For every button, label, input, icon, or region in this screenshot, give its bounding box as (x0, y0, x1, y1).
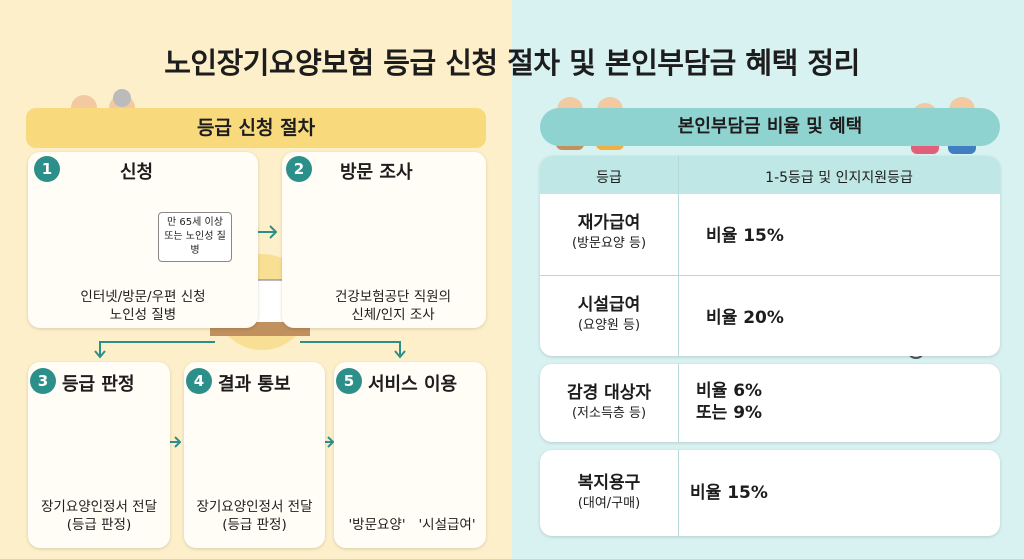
rate-line: 또는 9% (696, 403, 763, 423)
page-title: 노인장기요양보험 등급 신청 절차 및 본인부담금 혜택 정리 (164, 46, 860, 80)
step-number: 2 (286, 156, 312, 182)
benefit-table: 등급 1-5등급 및 인지지원등급 (540, 156, 1000, 356)
column-header: 1-5등급 및 인지지원등급 (765, 170, 913, 186)
row-detail: (저소득층 등) (571, 406, 647, 421)
caption-line: (등급 판정) (222, 517, 287, 533)
step-number: 3 (30, 368, 56, 394)
caption-line: 장기요양인정서 전달 (40, 499, 158, 515)
row-rate: 비율 6% 또는 9% (696, 380, 762, 424)
row-name: 시설급여 (577, 295, 641, 315)
step-card (28, 362, 170, 548)
step-card (334, 362, 486, 548)
caption-line: 신체/인지 조사 (351, 307, 435, 323)
row-detail: (요양원 등) (577, 318, 641, 333)
table-header (540, 156, 1000, 194)
step-number: 5 (336, 368, 362, 394)
step-caption: '방문요양' (348, 517, 406, 533)
benefit-card (540, 364, 1000, 442)
note-line: 만 65세 이상 (167, 217, 223, 228)
row-name: 감경 대상자 (566, 383, 652, 403)
benefit-card (540, 450, 1000, 536)
row-label: 복지용구 (대여/구매) (540, 472, 678, 514)
caption-line: 인터넷/방문/우편 신청 (80, 289, 206, 305)
step-caption: '시설급여' (418, 517, 476, 533)
row-name: 재가급여 (577, 213, 641, 233)
section-header: 등급 신청 절차 (26, 108, 486, 148)
row-rate: 비율 20% (706, 308, 784, 328)
caption-line: 노인성 질병 (109, 307, 177, 323)
row-detail: (방문요양 등) (571, 236, 647, 251)
caption-line: (등급 판정) (66, 517, 132, 533)
note-line: 또는 노인성 질병 (164, 231, 226, 256)
row-rate: 비율 15% (706, 226, 784, 246)
divider (678, 450, 679, 536)
row-rate: 비율 15% (690, 483, 768, 503)
row-label: 시설급여 (요양원 등) (540, 294, 678, 336)
divider (540, 275, 1000, 276)
step-number: 1 (34, 156, 60, 182)
step-caption: 장기요양인정서 전달 (등급 판정) (28, 498, 170, 534)
step-title: 서비스 이용 (368, 374, 458, 395)
row-label: 감경 대상자 (저소득층 등) (540, 382, 678, 424)
step-title: 신청 (120, 162, 154, 183)
step-title: 결과 통보 (218, 374, 291, 395)
section-header: 본인부담금 비율 및 혜택 (540, 108, 1000, 146)
step-number: 4 (186, 368, 212, 394)
caption-line: 건강보험공단 직원의 (334, 289, 452, 305)
rate-line: 비율 6% (696, 381, 763, 401)
step-title: 등급 판정 (62, 374, 135, 395)
step-title: 방문 조사 (340, 162, 413, 183)
divider (678, 364, 679, 442)
step-card (184, 362, 325, 548)
step-caption: 장기요양인정서 전달 (등급 판정) (184, 498, 325, 534)
row-name: 복지용구 (577, 473, 641, 493)
caption-line: 장기요양인정서 전달 (196, 499, 313, 515)
divider (678, 156, 679, 356)
column-header: 등급 (596, 170, 622, 186)
row-detail: (대여/구매) (577, 496, 641, 511)
row-label: 재가급여 (방문요양 등) (540, 212, 678, 254)
step-card (282, 152, 486, 328)
